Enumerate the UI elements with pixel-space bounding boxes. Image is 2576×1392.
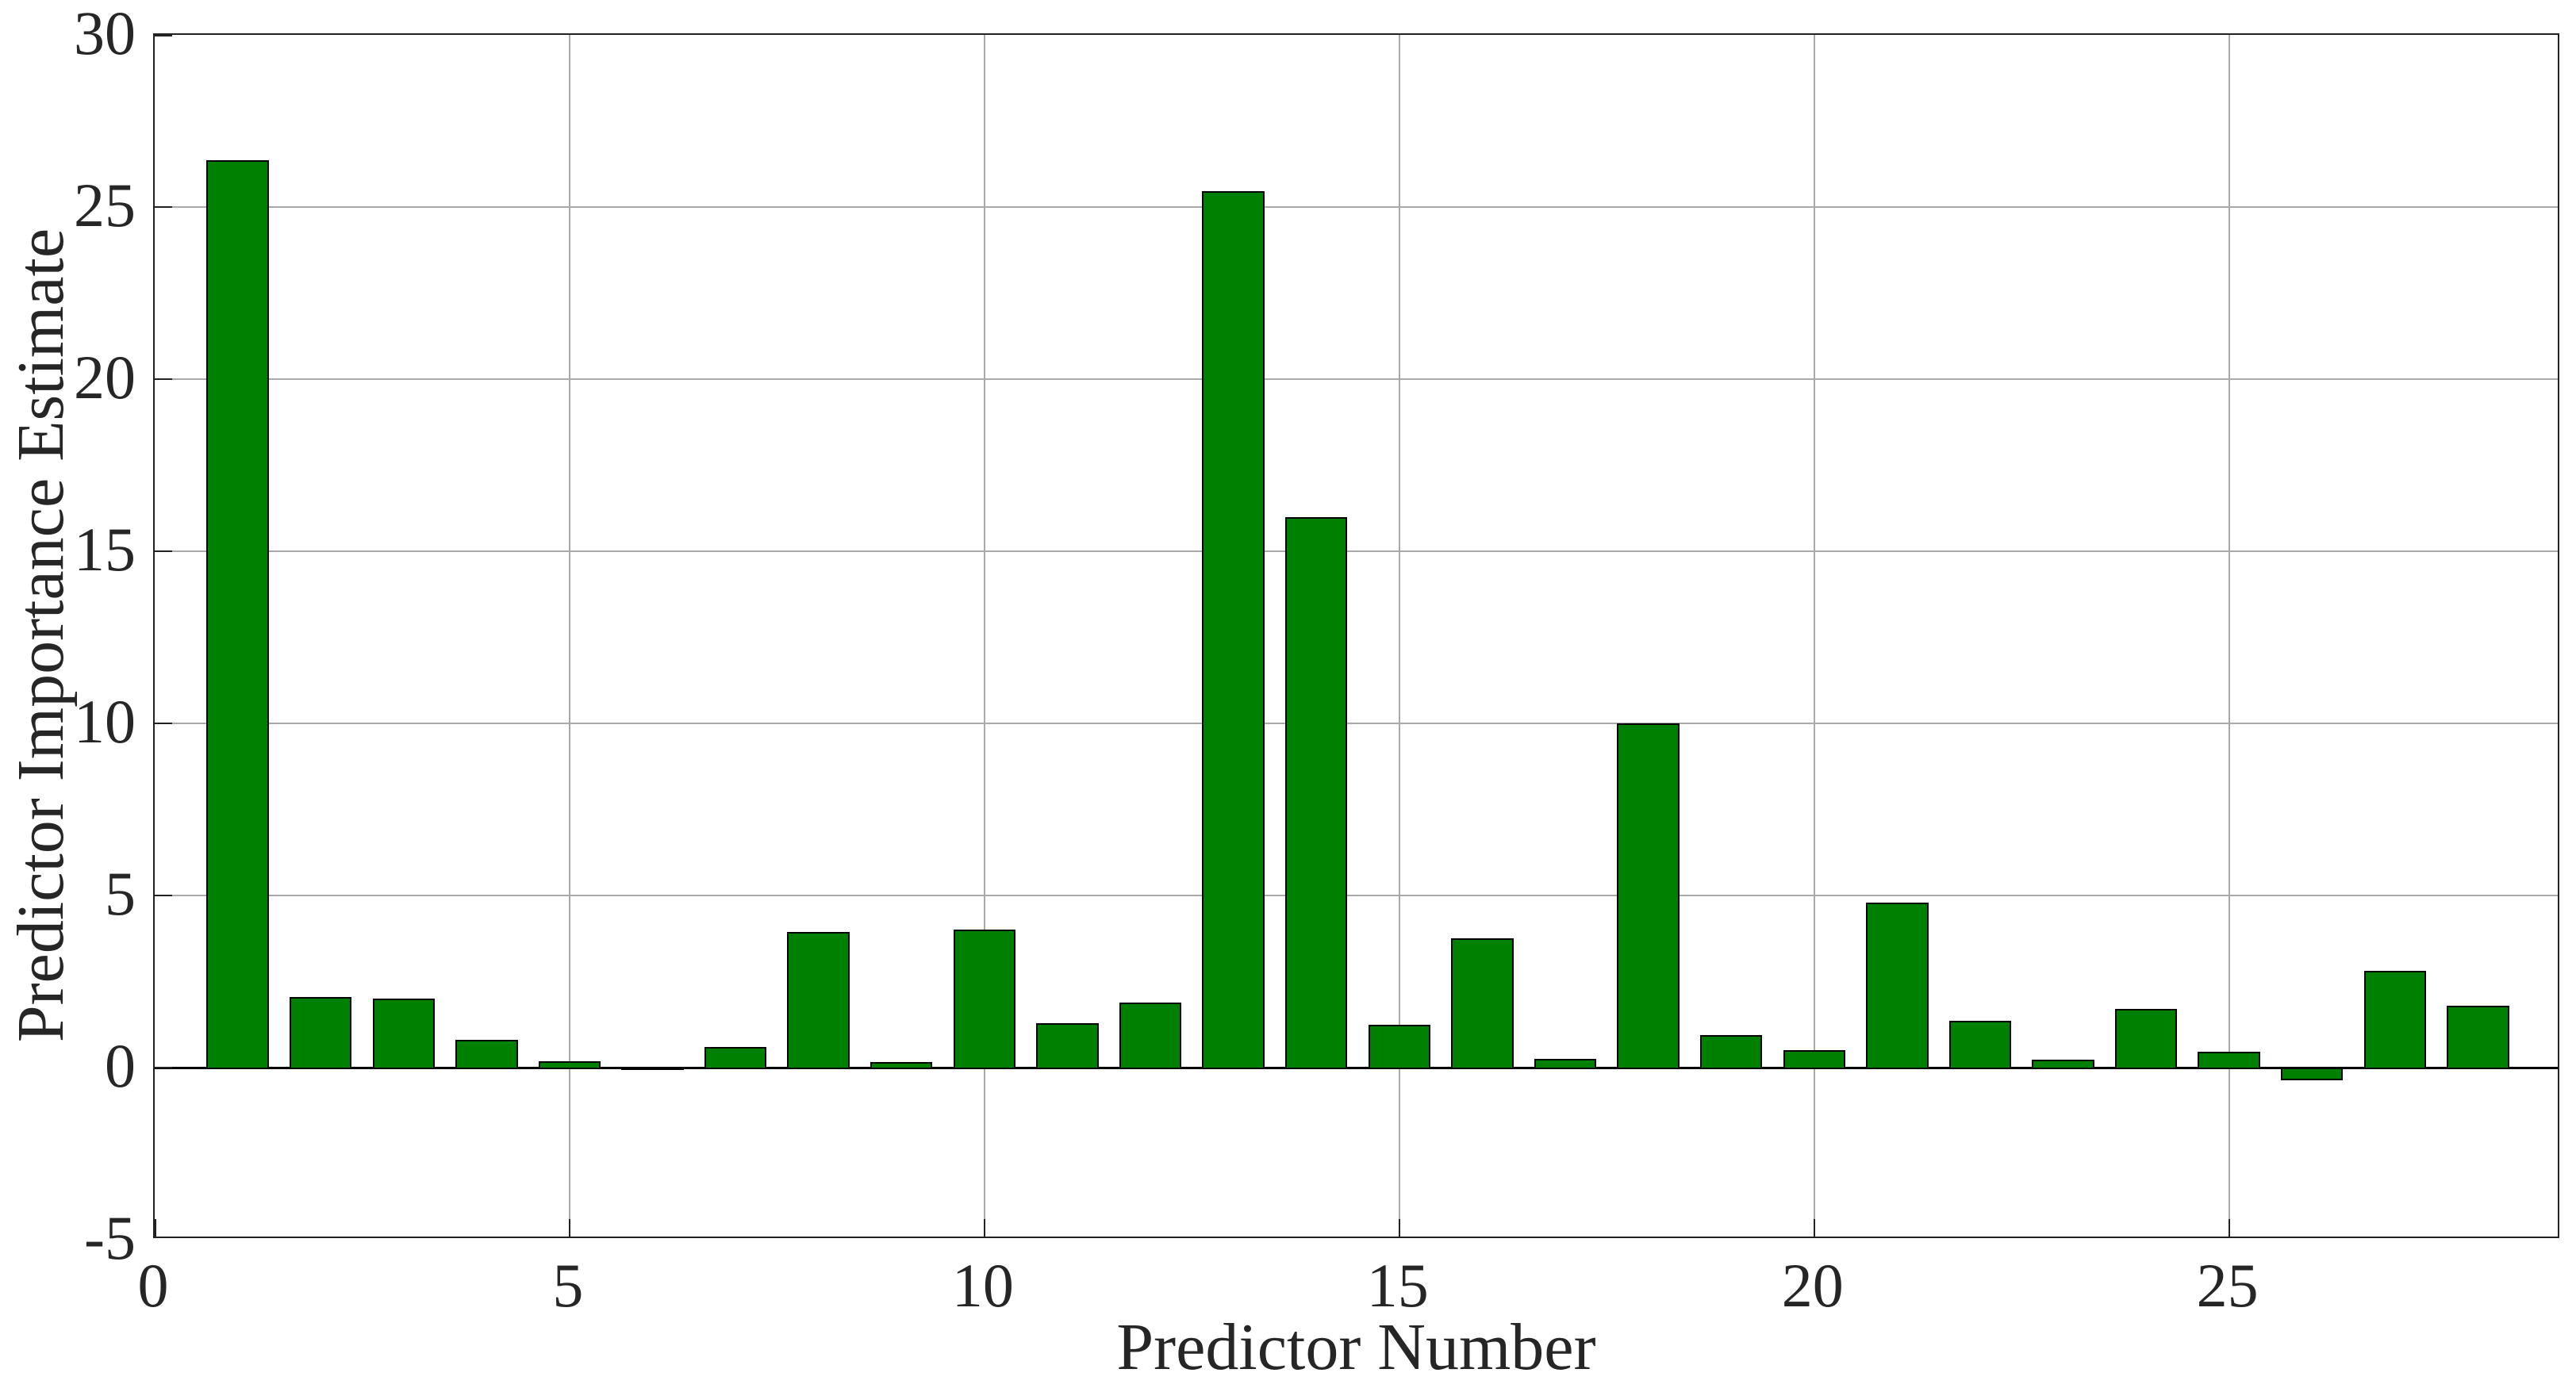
bar-predictor-14 — [1284, 516, 1348, 1069]
bar-predictor-28 — [2447, 1005, 2509, 1069]
y-gridline — [155, 550, 2558, 552]
bar-predictor-7 — [704, 1046, 767, 1069]
x-tick-label: 0 — [137, 1251, 169, 1320]
x-tick-mark — [2228, 1219, 2230, 1237]
x-tick-label: 20 — [1781, 1251, 1844, 1320]
x-tick-label: 5 — [552, 1251, 584, 1320]
bar-predictor-17 — [1534, 1059, 1597, 1069]
y-gridline — [155, 723, 2558, 724]
bar-predictor-20 — [1783, 1050, 1845, 1069]
y-tick-mark — [155, 378, 172, 380]
x-gridline — [1398, 35, 1400, 1237]
y-tick-label: 20 — [74, 343, 136, 412]
bar-predictor-25 — [2198, 1052, 2260, 1069]
bar-predictor-23 — [2032, 1060, 2094, 1069]
y-tick-mark — [155, 723, 172, 724]
bar-predictor-6 — [621, 1066, 684, 1070]
x-tick-label: 10 — [951, 1251, 1014, 1320]
bar-predictor-5 — [538, 1061, 601, 1069]
y-gridline — [155, 206, 2558, 208]
bar-predictor-18 — [1617, 723, 1680, 1069]
bar-predictor-26 — [2281, 1068, 2344, 1081]
x-tick-mark — [983, 1219, 985, 1237]
y-tick-mark — [155, 206, 172, 208]
bar-predictor-22 — [1948, 1021, 2012, 1069]
bar-predictor-21 — [1866, 902, 1929, 1069]
bar-predictor-1 — [206, 160, 269, 1069]
y-tick-label: 10 — [74, 687, 136, 756]
bar-predictor-12 — [1119, 1002, 1182, 1069]
bar-predictor-9 — [870, 1062, 933, 1069]
y-tick-mark — [155, 1237, 172, 1238]
x-tick-mark — [155, 1219, 156, 1237]
bar-predictor-8 — [787, 931, 850, 1069]
y-tick-mark — [155, 1067, 172, 1068]
bar-predictor-16 — [1451, 938, 1514, 1069]
bar-predictor-24 — [2114, 1009, 2178, 1069]
bar-predictor-4 — [455, 1040, 518, 1069]
y-tick-mark — [155, 35, 172, 36]
bar-predictor-19 — [1699, 1034, 1763, 1069]
x-gridline — [2228, 35, 2230, 1237]
bar-predictor-10 — [953, 930, 1016, 1069]
y-tick-label: 30 — [74, 0, 136, 67]
y-tick-mark — [155, 550, 172, 552]
x-tick-label: 25 — [2196, 1251, 2259, 1320]
bar-predictor-2 — [289, 997, 352, 1069]
y-tick-label: 25 — [74, 171, 136, 240]
y-gridline — [155, 895, 2558, 896]
y-tick-label: 5 — [105, 859, 136, 928]
plot-area — [153, 33, 2559, 1238]
bar-predictor-11 — [1036, 1022, 1099, 1069]
x-tick-mark — [1398, 1219, 1400, 1237]
bar-predictor-15 — [1368, 1024, 1430, 1069]
x-tick-mark — [568, 1219, 570, 1237]
bar-predictor-13 — [1202, 191, 1265, 1069]
x-gridline — [1813, 35, 1815, 1237]
y-tick-mark — [155, 895, 172, 896]
bar-predictor-3 — [372, 999, 435, 1069]
zero-baseline — [155, 1067, 2558, 1069]
y-gridline — [155, 378, 2558, 380]
bar-predictor-27 — [2363, 971, 2427, 1069]
x-tick-label: 15 — [1366, 1251, 1429, 1320]
x-tick-mark — [1813, 1219, 1815, 1237]
x-gridline — [568, 35, 570, 1237]
x-gridline — [983, 35, 985, 1237]
y-tick-label: 15 — [74, 515, 136, 584]
y-tick-label: 0 — [105, 1031, 136, 1100]
x-axis-label: Predictor Number — [1116, 1310, 1596, 1384]
y-tick-label: -5 — [84, 1203, 136, 1272]
